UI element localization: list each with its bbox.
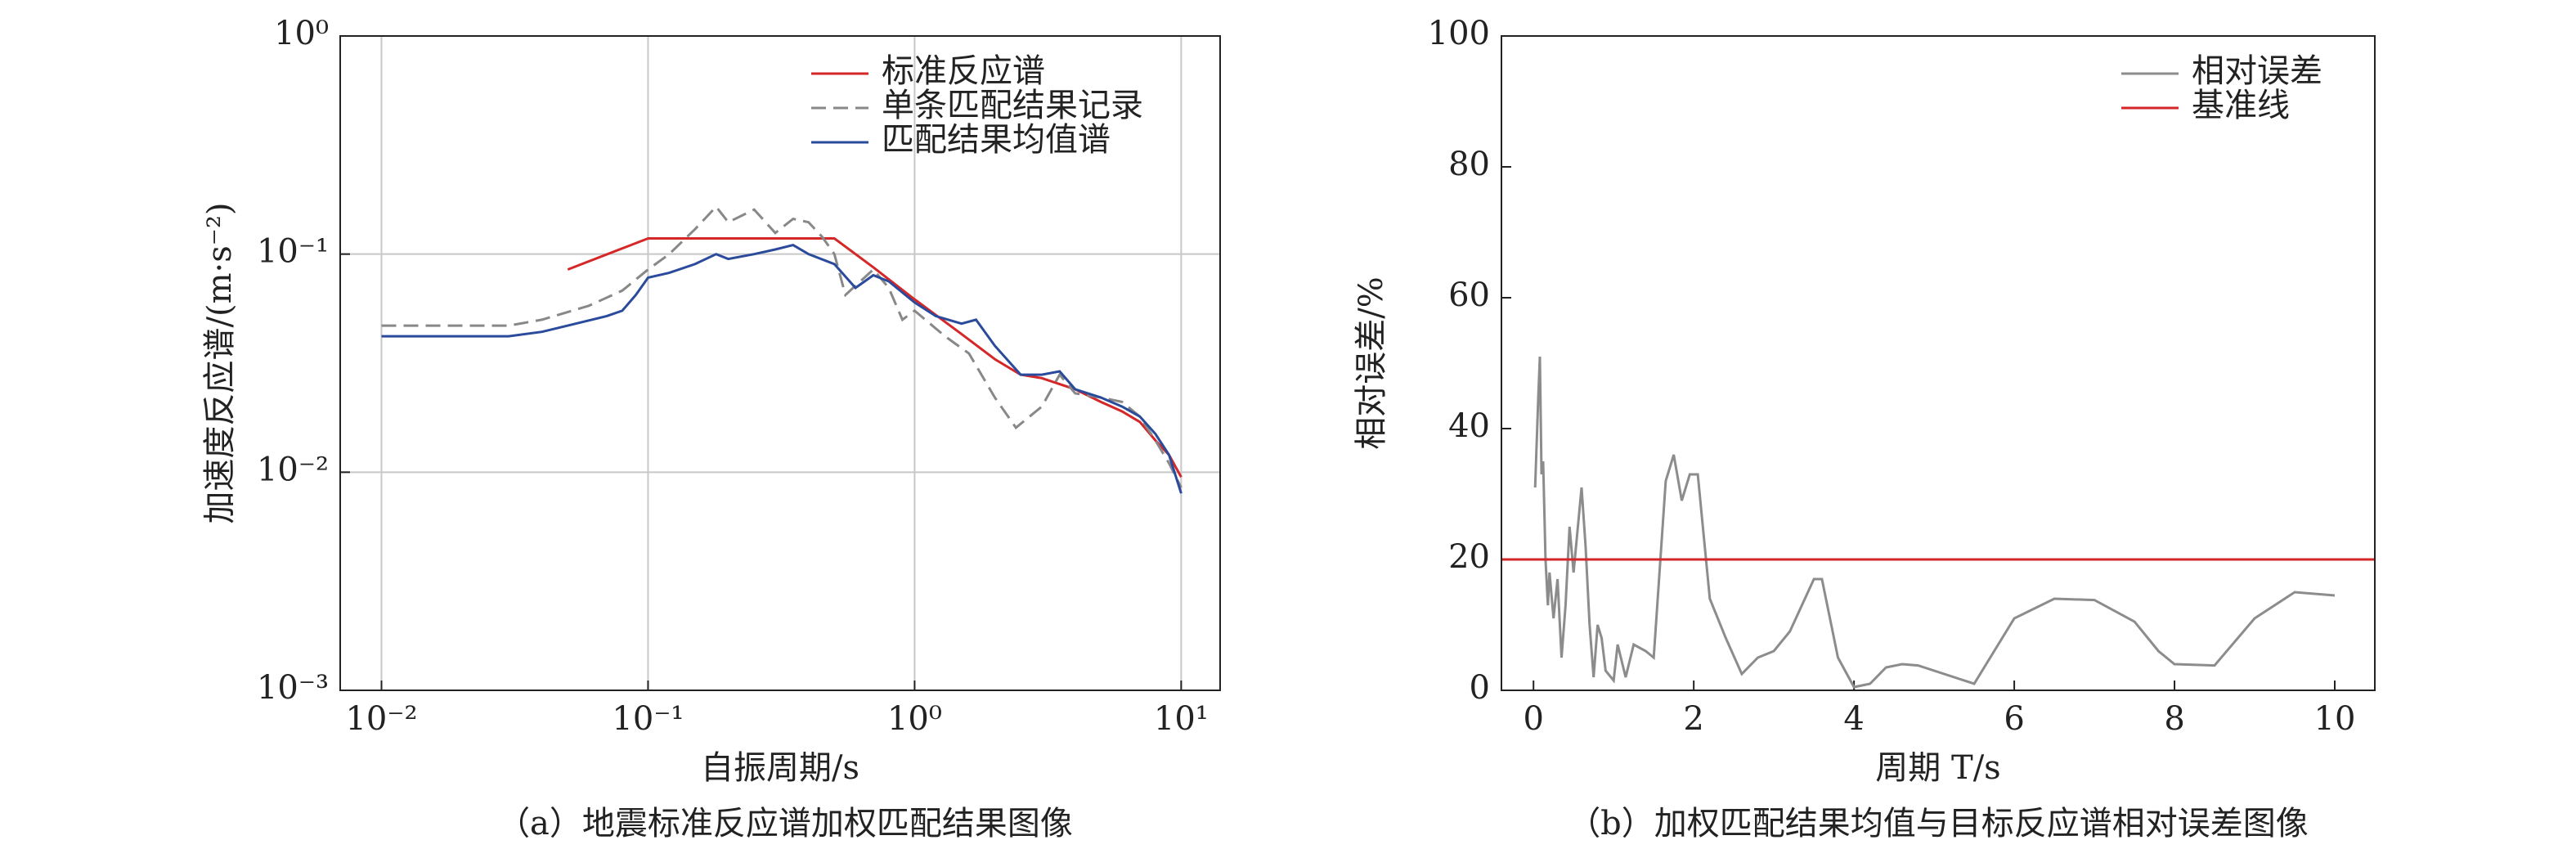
y-axis-label: 相对误差/% — [1353, 276, 1390, 449]
x-tick-label: 0 — [1523, 700, 1543, 738]
y-axis-label: 加速度反应谱/(m·s⁻²) — [201, 202, 239, 523]
plot-frame — [1501, 35, 2376, 691]
legend-label: 基准线 — [2192, 87, 2290, 124]
y-tick-label: 20 — [1448, 538, 1490, 576]
x-tick-label: 4 — [1843, 700, 1864, 738]
caption: （a）地震标准反应谱加权匹配结果图像 — [497, 805, 1073, 842]
x-tick-label: 2 — [1683, 700, 1703, 738]
y-tick-label: 60 — [1448, 276, 1490, 314]
data-line — [567, 237, 1183, 478]
x-tick-label: 6 — [2004, 700, 2024, 738]
data-line — [1533, 356, 2336, 689]
x-axis-label: 周期 T/s — [1875, 749, 2000, 787]
data-line — [381, 204, 1183, 488]
y-tick-label: 10⁻³ — [257, 669, 329, 707]
legend-label: 单条匹配结果记录 — [882, 87, 1143, 124]
y-tick-label: 80 — [1448, 146, 1490, 183]
x-tick-label: 10 — [2314, 700, 2356, 738]
x-tick-label: 10⁻¹ — [612, 700, 684, 738]
x-tick-label: 10⁰ — [887, 700, 942, 738]
plot-frame — [339, 35, 1221, 691]
x-tick-label: 10¹ — [1154, 700, 1209, 738]
caption: （b）加权匹配结果均值与目标反应谱相对误差图像 — [1568, 805, 2309, 842]
y-tick-label: 0 — [1470, 669, 1490, 707]
x-tick-label: 10⁻² — [345, 700, 417, 738]
y-tick-label: 40 — [1448, 407, 1490, 445]
legend-label: 相对误差 — [2192, 52, 2322, 90]
legend-label: 匹配结果均值谱 — [882, 121, 1111, 159]
legend-label: 标准反应谱 — [882, 52, 1045, 90]
x-tick-label: 8 — [2164, 700, 2184, 738]
y-tick-label: 10⁰ — [274, 15, 329, 52]
x-axis-label: 自振周期/s — [701, 749, 859, 787]
data-line — [381, 243, 1183, 494]
y-tick-label: 10⁻¹ — [257, 233, 329, 271]
y-tick-label: 100 — [1428, 15, 1490, 52]
y-tick-label: 10⁻² — [257, 451, 329, 488]
